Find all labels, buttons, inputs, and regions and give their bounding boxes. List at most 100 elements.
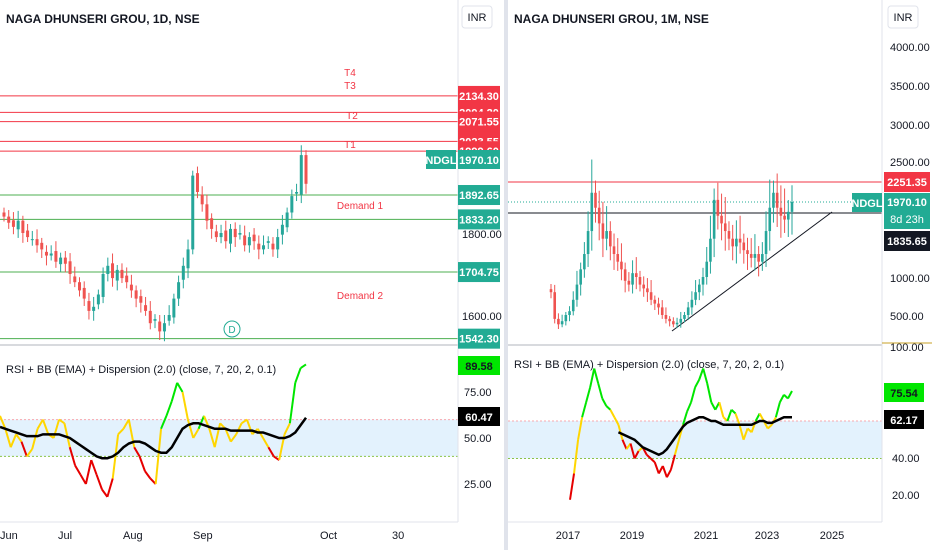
right-level-badge-2251: [884, 172, 930, 192]
left-candle-body: [172, 298, 176, 318]
left-rsi-value-badge: [458, 356, 500, 375]
dividend-marker-icon[interactable]: [223, 320, 241, 338]
left-rsi-segment: [106, 478, 114, 498]
left-candles: [2, 145, 308, 342]
right-rsi-segment: [767, 424, 773, 430]
right-candle-body: [553, 292, 557, 319]
right-x-tick-2017: 2017: [556, 530, 580, 542]
left-candle-body: [177, 282, 181, 299]
right-candle-body: [664, 315, 668, 319]
left-rsi-segment: [42, 419, 50, 435]
right-candle-body: [772, 192, 775, 208]
right-y-tick-100: 100.00: [890, 342, 924, 354]
right-candle-body: [597, 207, 601, 224]
left-y-tick-1600: 1600.00: [462, 311, 502, 323]
left-candle-body: [181, 265, 185, 280]
right-trendline: [671, 211, 833, 332]
right-y-tick-500: 500.00: [890, 311, 924, 323]
right-candle-body: [686, 307, 690, 315]
left-candle-body: [92, 306, 96, 311]
right-candle-body: [753, 254, 757, 258]
right-rsi-segment: [650, 457, 656, 463]
right-rsi-segment: [605, 405, 612, 411]
left-candle-body: [40, 242, 44, 250]
left-rsi-segment: [208, 428, 216, 448]
left-candle-body: [158, 321, 162, 332]
left-candle-body: [229, 228, 232, 244]
left-candle-body: [26, 230, 30, 238]
right-candle-body: [557, 318, 560, 325]
left-rsi-basis-label: 60.47: [465, 412, 493, 424]
left-symbol-badge: [426, 150, 456, 169]
left-candle-body: [247, 237, 251, 246]
right-symbol-badge: [852, 193, 882, 212]
pane-separator[interactable]: [504, 0, 508, 550]
right-rsi-basis-label: 62.17: [890, 415, 918, 427]
left-rsi-segment: [165, 400, 173, 417]
left-candle-body: [290, 196, 294, 213]
left-rsi-segment: [122, 419, 130, 430]
left-rsi-segment: [224, 428, 232, 443]
right-rsi-segment: [673, 439, 680, 456]
left-candle-body: [200, 194, 204, 205]
right-rsi-segment: [698, 368, 705, 381]
right-levels: [508, 181, 882, 332]
right-rsi-segment: [706, 383, 713, 403]
right-candle-body: [620, 261, 623, 270]
left-candle-body: [271, 243, 275, 250]
left-rsi-segment: [90, 459, 98, 476]
right-rsi-segment: [573, 439, 580, 474]
left-candle-body: [191, 175, 195, 250]
left-candle-body: [219, 233, 223, 238]
left-level-tag-3: T2: [346, 111, 358, 122]
right-level-badge-1835: [884, 231, 930, 251]
left-x-tick-sep: Sep: [193, 530, 213, 542]
left-candle-body: [78, 282, 81, 291]
right-rsi-basis-line: [617, 416, 792, 457]
left-level-label-5: 1892.65: [459, 190, 499, 202]
left-candle-body: [101, 274, 105, 297]
left-candle-body: [304, 155, 308, 184]
left-candle-body: [44, 251, 48, 256]
right-currency-box[interactable]: [887, 5, 919, 29]
right-rsi-segment: [621, 439, 628, 450]
left-candle-body: [224, 230, 228, 242]
right-rsi-basis-badge: [884, 410, 924, 429]
dividend-marker-label: D: [228, 325, 235, 336]
right-candle-body: [786, 211, 790, 220]
left-symbol-label: NDGL: [425, 155, 456, 167]
left-rsi-segment: [170, 382, 179, 402]
left-rsi-segment: [138, 456, 146, 472]
left-x-tick-jul: Jul: [58, 530, 72, 542]
left-currency-box[interactable]: [461, 5, 493, 29]
left-rsi-segment: [79, 474, 87, 485]
left-rsi-segment: [213, 423, 222, 448]
left-x-tick-30: 30: [392, 530, 404, 542]
left-candle-body: [7, 216, 11, 223]
left-candle-body: [54, 251, 58, 262]
left-level-tag-5: Demand 1: [337, 201, 384, 212]
left-candle-body: [252, 234, 256, 242]
right-rsi-segment: [665, 469, 672, 478]
right-candle-body: [646, 288, 649, 293]
left-candle-body: [139, 296, 143, 303]
left-candle-body: [153, 319, 157, 321]
right-candle-body: [601, 223, 605, 239]
left-level-badge-6: [458, 209, 500, 230]
right-rsi-tick-20: 20.00: [892, 490, 920, 502]
right-rsi-segment: [787, 390, 793, 399]
left-candle-body: [129, 284, 133, 291]
left-rsi-segment: [300, 363, 307, 369]
left-rsi-value-label: 89.58: [465, 361, 493, 373]
left-level-badge-2: [458, 111, 500, 132]
left-candle-body: [96, 294, 100, 305]
left-candle-body: [35, 239, 39, 246]
left-level-labels: 2134.302094.202071.552023.551999.601892.…: [458, 85, 500, 349]
right-candle-body: [653, 299, 657, 304]
left-rsi-segment: [241, 418, 248, 425]
left-rsi-segment: [84, 459, 93, 485]
right-candle-body: [683, 315, 686, 319]
right-candle-body: [564, 315, 568, 322]
right-x-tick-2025: 2025: [820, 530, 844, 542]
